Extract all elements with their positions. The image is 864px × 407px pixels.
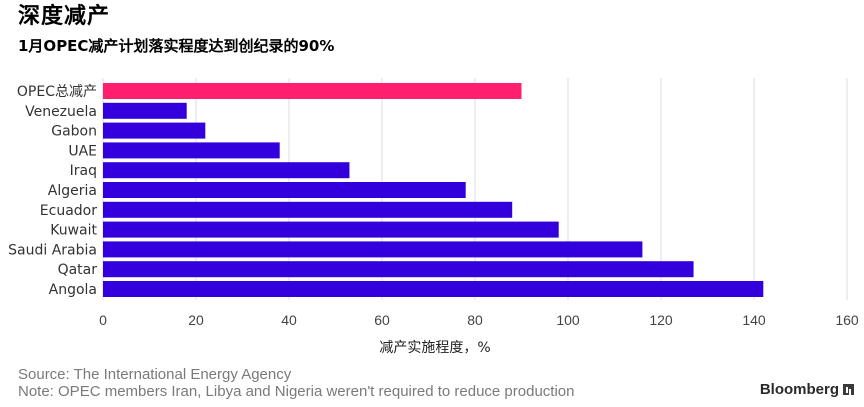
x-tick-label: 80 <box>467 312 483 328</box>
category-label: OPEC总减产 <box>17 84 97 100</box>
category-label: Ecuador <box>40 203 97 219</box>
bloomberg-icon <box>843 384 854 395</box>
category-label: Venezuela <box>25 104 97 120</box>
x-tick-label: 60 <box>374 312 390 328</box>
category-label: Algeria <box>48 183 97 199</box>
category-label: Saudi Arabia <box>8 242 97 258</box>
category-label: UAE <box>68 143 97 159</box>
chart-title: 深度减产 <box>18 4 111 29</box>
x-tick-label: 0 <box>99 312 107 328</box>
x-tick-labels: 0 20 40 60 80 100 120 140 160 <box>99 312 859 328</box>
x-tick-label: 20 <box>188 312 204 328</box>
category-label: Qatar <box>58 262 98 278</box>
bar <box>103 182 466 198</box>
bar <box>103 102 187 119</box>
source-note: Source: The International Energy Agency <box>18 366 292 383</box>
x-tick-label: 40 <box>281 312 297 328</box>
category-label: Kuwait <box>50 223 97 239</box>
footnote: Note: OPEC members Iran, Libya and Niger… <box>18 383 575 400</box>
brand-name: Bloomberg <box>759 381 839 398</box>
category-label: Iraq <box>70 163 97 179</box>
bars <box>103 83 764 297</box>
bar <box>103 241 643 258</box>
bar <box>103 83 522 99</box>
bar <box>103 162 350 179</box>
x-tick-label: 100 <box>556 312 580 328</box>
bar <box>103 122 206 139</box>
x-axis-label: 减产实施程度，% <box>379 340 490 356</box>
x-tick-label: 160 <box>835 312 859 328</box>
x-tick-label: 140 <box>742 312 766 328</box>
bar <box>103 281 764 297</box>
bar <box>103 261 694 278</box>
category-label: Gabon <box>51 124 97 140</box>
chart-subtitle: 1月OPEC减产计划落实程度达到创纪录的90% <box>18 37 335 55</box>
brand-logo: Bloomberg <box>760 381 854 398</box>
bar <box>103 201 513 218</box>
category-labels: OPEC总减产 Venezuela Gabon UAE Iraq Algeria Ecuad… <box>8 84 97 298</box>
bar <box>103 142 280 159</box>
x-tick-label: 120 <box>649 312 673 328</box>
bar <box>103 221 559 238</box>
category-label: Angola <box>49 282 97 298</box>
